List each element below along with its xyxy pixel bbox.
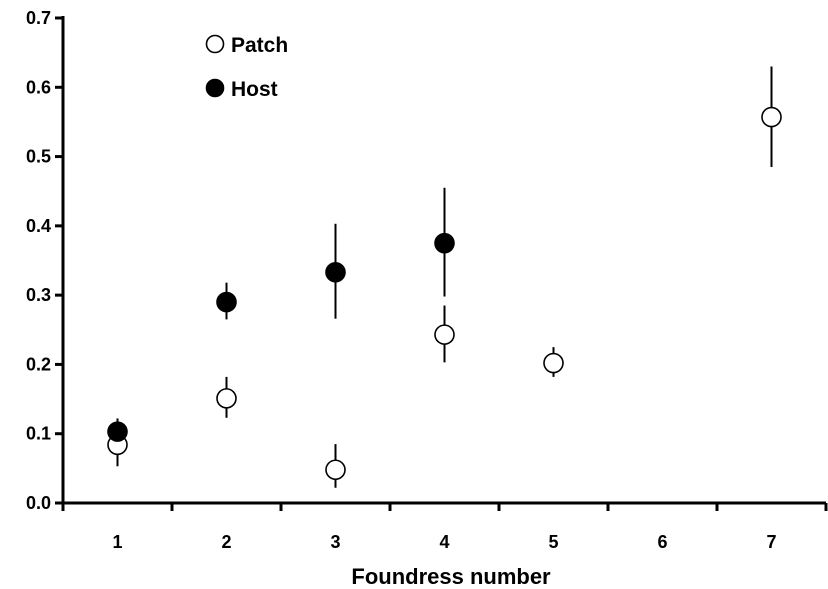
legend-marker-host [205, 78, 225, 98]
y-tick-labels: 0.0 0.1 0.2 0.3 0.4 0.5 0.6 0.7 [26, 8, 51, 513]
patch-point-2 [325, 459, 346, 481]
x-tick-label-1: 2 [221, 532, 231, 552]
x-tick-label-2: 3 [330, 532, 340, 552]
legend-marker-patch [205, 34, 225, 54]
y-tick-label-0: 0.0 [26, 493, 51, 513]
legend-label-host: Host [231, 78, 278, 101]
patch-point-5 [761, 106, 782, 128]
y-tick-label-6: 0.6 [26, 77, 51, 97]
patch-point-4 [543, 352, 564, 374]
y-tick-label-2: 0.2 [26, 354, 51, 374]
y-tick-label-7: 0.7 [26, 8, 51, 28]
axes [55, 16, 828, 511]
host-point-1 [216, 291, 237, 313]
x-tick-label-0: 1 [112, 532, 122, 552]
data-points [107, 106, 782, 481]
host-point-3 [434, 232, 455, 254]
patch-point-1 [216, 388, 237, 409]
error-bars [116, 66, 773, 488]
x-tick-labels: 1 2 3 4 5 6 7 [112, 532, 776, 552]
x-tick-label-5: 6 [657, 532, 667, 552]
patch-point-3 [434, 324, 455, 345]
y-tick-label-3: 0.3 [26, 285, 51, 305]
y-tick-label-1: 0.1 [26, 424, 51, 444]
legend-label-patch: Patch [231, 34, 288, 57]
legend: Patch Host [205, 34, 288, 101]
x-tick-label-6: 7 [766, 532, 776, 552]
y-tick-label-4: 0.4 [26, 216, 51, 236]
y-tick-label-5: 0.5 [26, 147, 51, 167]
host-point-2 [325, 261, 346, 283]
x-tick-label-3: 4 [439, 532, 449, 552]
host-point-0 [107, 421, 128, 442]
x-tick-label-4: 5 [548, 532, 558, 552]
x-axis-title: Foundress number [351, 564, 551, 589]
